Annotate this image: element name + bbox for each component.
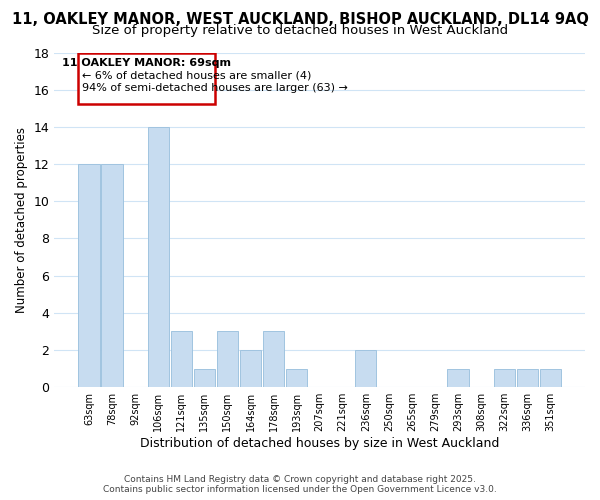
Text: Contains HM Land Registry data © Crown copyright and database right 2025.
Contai: Contains HM Land Registry data © Crown c… — [103, 474, 497, 494]
Bar — [148, 127, 169, 387]
Bar — [355, 350, 376, 387]
Bar — [263, 332, 284, 387]
Text: ← 6% of detached houses are smaller (4): ← 6% of detached houses are smaller (4) — [82, 70, 311, 80]
Bar — [240, 350, 261, 387]
Bar — [101, 164, 122, 387]
Bar — [286, 368, 307, 387]
Bar — [448, 368, 469, 387]
Bar — [170, 332, 192, 387]
FancyBboxPatch shape — [78, 52, 215, 104]
Text: 11, OAKLEY MANOR, WEST AUCKLAND, BISHOP AUCKLAND, DL14 9AQ: 11, OAKLEY MANOR, WEST AUCKLAND, BISHOP … — [11, 12, 589, 28]
Text: Size of property relative to detached houses in West Auckland: Size of property relative to detached ho… — [92, 24, 508, 37]
Y-axis label: Number of detached properties: Number of detached properties — [15, 127, 28, 313]
X-axis label: Distribution of detached houses by size in West Auckland: Distribution of detached houses by size … — [140, 437, 499, 450]
Bar — [539, 368, 561, 387]
Text: 94% of semi-detached houses are larger (63) →: 94% of semi-detached houses are larger (… — [82, 82, 347, 92]
Bar — [79, 164, 100, 387]
Bar — [217, 332, 238, 387]
Bar — [194, 368, 215, 387]
Text: 11 OAKLEY MANOR: 69sqm: 11 OAKLEY MANOR: 69sqm — [62, 58, 231, 68]
Bar — [517, 368, 538, 387]
Bar — [494, 368, 515, 387]
